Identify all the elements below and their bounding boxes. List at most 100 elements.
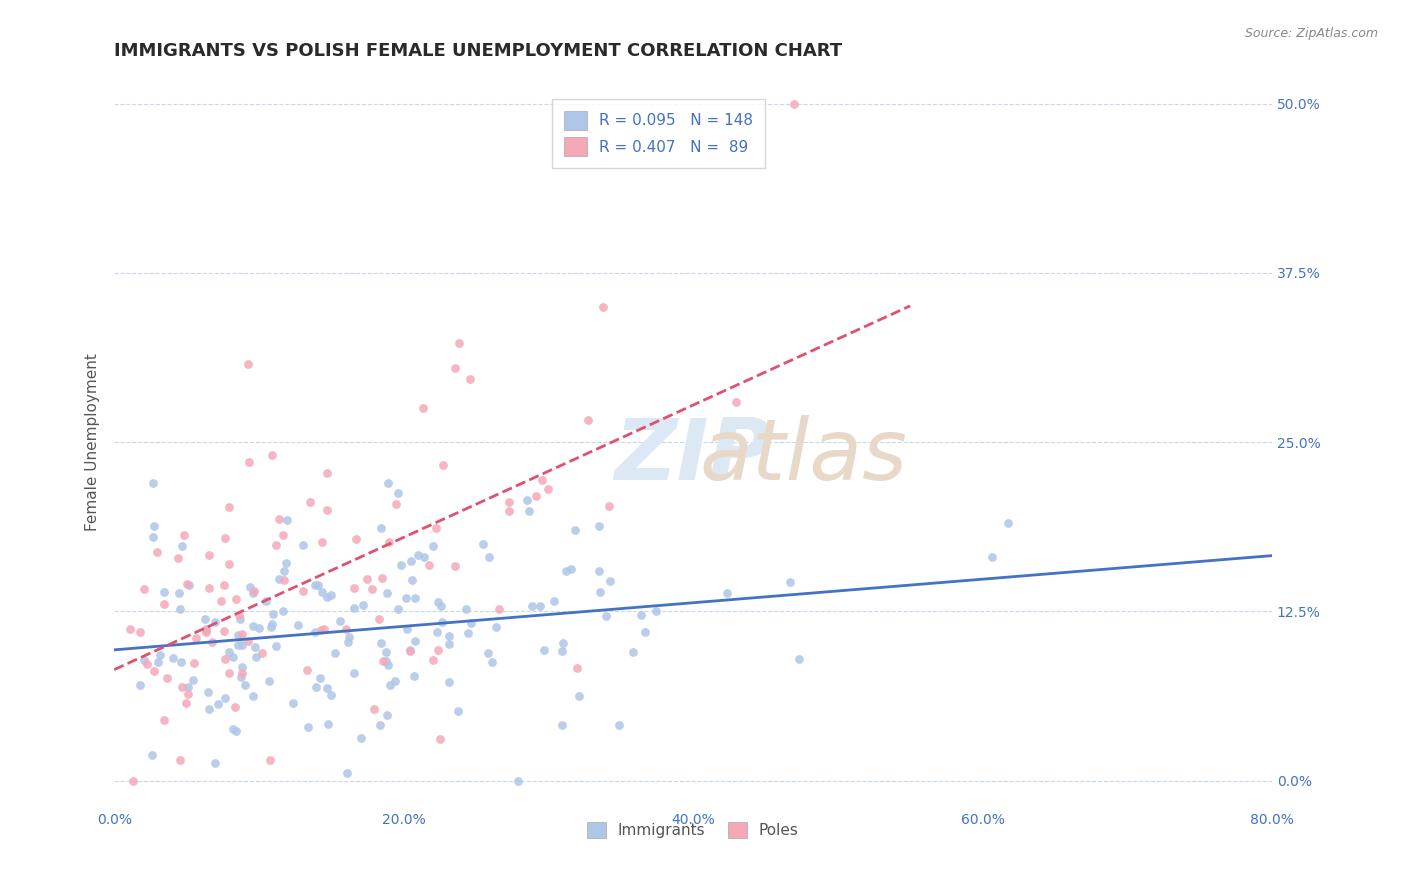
Point	[437, 637, 460, 651]
Point	[315, 502, 337, 516]
Point	[299, 494, 322, 508]
Point	[212, 577, 235, 591]
Point	[273, 528, 295, 542]
Point	[177, 680, 200, 694]
Point	[387, 602, 409, 616]
Point	[260, 449, 283, 463]
Point	[430, 615, 453, 629]
Point	[231, 660, 253, 674]
Point	[245, 650, 267, 665]
Point	[142, 476, 165, 491]
Point	[172, 539, 194, 553]
Point	[588, 564, 610, 578]
Point	[595, 609, 617, 624]
Point	[214, 691, 236, 706]
Point	[471, 536, 494, 550]
Point	[198, 701, 221, 715]
Point	[176, 687, 198, 701]
Point	[173, 528, 195, 542]
Point	[323, 646, 346, 660]
Point	[204, 615, 226, 629]
Point	[484, 620, 506, 634]
Point	[222, 723, 245, 737]
Point	[498, 495, 520, 509]
Point	[592, 300, 614, 314]
Point	[260, 617, 283, 632]
Point	[997, 516, 1019, 531]
Point	[148, 655, 170, 669]
Point	[457, 626, 479, 640]
Point	[197, 685, 219, 699]
Point	[344, 532, 367, 546]
Point	[264, 640, 287, 654]
Point	[779, 574, 801, 589]
Point	[589, 584, 612, 599]
Legend: Immigrants, Poles: Immigrants, Poles	[581, 816, 806, 844]
Point	[412, 401, 434, 416]
Point	[239, 580, 262, 594]
Text: ZIP: ZIP	[614, 416, 772, 499]
Point	[167, 551, 190, 566]
Point	[520, 599, 543, 613]
Point	[418, 558, 440, 572]
Text: IMMIGRANTS VS POLISH FEMALE UNEMPLOYMENT CORRELATION CHART: IMMIGRANTS VS POLISH FEMALE UNEMPLOYMENT…	[114, 42, 842, 60]
Point	[305, 680, 328, 694]
Point	[273, 564, 295, 578]
Point	[524, 489, 547, 503]
Point	[242, 619, 264, 633]
Point	[316, 590, 339, 604]
Point	[229, 611, 252, 625]
Point	[343, 665, 366, 680]
Point	[118, 622, 141, 636]
Point	[377, 475, 399, 490]
Point	[287, 618, 309, 632]
Point	[533, 643, 555, 657]
Point	[295, 663, 318, 677]
Point	[449, 336, 471, 351]
Point	[576, 413, 599, 427]
Point	[588, 518, 610, 533]
Point	[406, 548, 429, 562]
Point	[245, 640, 267, 654]
Point	[506, 773, 529, 788]
Point	[375, 708, 398, 723]
Point	[276, 513, 298, 527]
Point	[375, 585, 398, 599]
Point	[560, 562, 582, 576]
Point	[184, 632, 207, 646]
Point	[429, 599, 451, 613]
Point	[316, 681, 339, 696]
Point	[128, 625, 150, 640]
Point	[304, 625, 326, 640]
Point	[370, 636, 392, 650]
Point	[269, 512, 291, 526]
Point	[399, 643, 422, 657]
Point	[233, 678, 256, 692]
Point	[243, 583, 266, 598]
Point	[198, 581, 221, 595]
Point	[271, 604, 294, 618]
Point	[529, 599, 551, 613]
Point	[555, 564, 578, 578]
Point	[135, 657, 157, 671]
Point	[360, 582, 382, 596]
Point	[426, 625, 449, 640]
Point	[427, 643, 450, 657]
Point	[236, 357, 259, 371]
Point	[316, 717, 339, 731]
Point	[176, 696, 198, 710]
Point	[437, 629, 460, 643]
Point	[337, 635, 360, 649]
Point	[214, 531, 236, 545]
Point	[132, 653, 155, 667]
Point	[141, 747, 163, 762]
Point	[373, 654, 395, 668]
Point	[218, 500, 240, 514]
Point	[644, 605, 666, 619]
Point	[371, 571, 394, 585]
Point	[413, 549, 436, 564]
Point	[153, 584, 176, 599]
Point	[363, 701, 385, 715]
Point	[443, 558, 465, 573]
Point	[398, 644, 420, 658]
